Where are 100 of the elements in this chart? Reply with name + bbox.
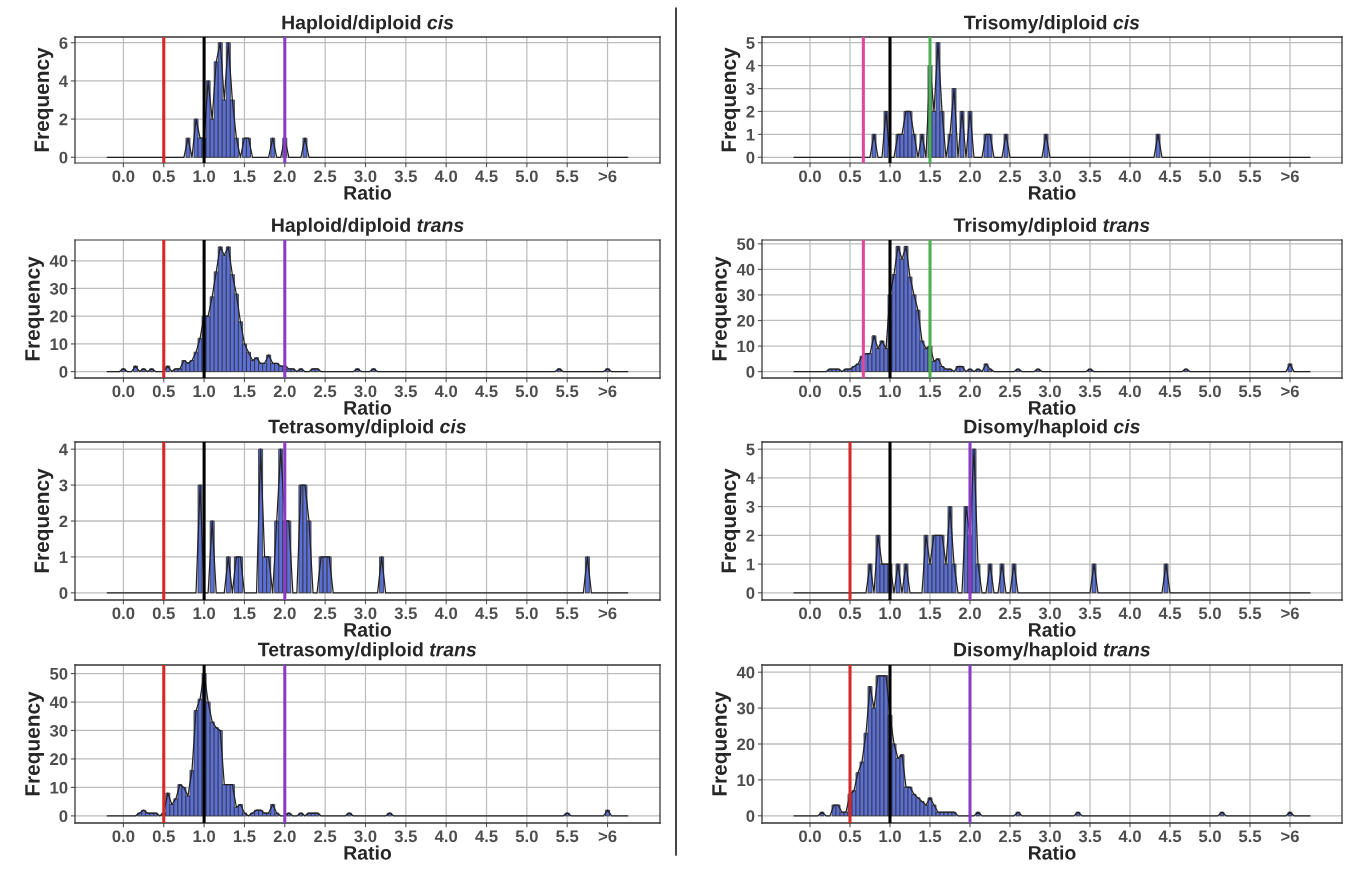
y-tick-label: 2 <box>59 113 68 126</box>
y-tick-label: 50 <box>50 667 68 680</box>
x-axis-title: Ratio <box>1029 622 1076 637</box>
x-tick-label: 0.5 <box>152 830 175 843</box>
chart-title: Disomy/haploid cis <box>964 419 1140 438</box>
x-tick-label: 5.5 <box>556 170 579 183</box>
x-tick-label: 5.5 <box>1238 830 1262 843</box>
y-tick-label: 5 <box>746 37 755 49</box>
x-tick-label: 2.5 <box>998 607 1022 620</box>
x-tick-label: 0.0 <box>799 170 821 183</box>
y-tick-label: 10 <box>50 781 68 794</box>
y-tick-label: 5 <box>746 443 755 456</box>
x-tick-label: >6 <box>1281 385 1299 398</box>
x-tick-label: 3.0 <box>354 830 377 843</box>
x-tick-label: 1.5 <box>919 385 942 398</box>
y-tick-label: 20 <box>737 314 755 327</box>
y-tick-label: 30 <box>736 702 755 715</box>
x-tick-label: 4.5 <box>475 170 498 183</box>
x-tick-label: 3.5 <box>394 607 417 620</box>
x-tick-label: 2.5 <box>998 170 1022 183</box>
x-tick-label: 0.5 <box>839 830 862 843</box>
x-tick-label: 2.5 <box>314 830 337 843</box>
x-tick-label: 2.0 <box>273 830 296 843</box>
x-tick-label: 5.0 <box>515 607 538 620</box>
y-tick-label: 3 <box>746 501 755 513</box>
y-axis-title: Frequency <box>25 691 44 796</box>
x-tick-label: 3.5 <box>1078 607 1102 620</box>
x-tick-label: 3.0 <box>354 170 377 183</box>
x-tick-label: 5.0 <box>515 830 538 843</box>
x-tick-label: 3.0 <box>354 385 377 398</box>
x-tick-label: 3.5 <box>1078 170 1102 183</box>
x-tick-label: 1.5 <box>919 607 942 620</box>
x-axis-title: Ratio <box>344 185 392 200</box>
x-tick-label: 1.0 <box>879 170 901 183</box>
x-tick-label: >6 <box>1281 830 1299 843</box>
x-tick-label: 2.5 <box>314 170 337 183</box>
y-axis-title: Frequency <box>34 47 54 152</box>
y-tick-label: 40 <box>49 696 68 709</box>
x-tick-label: 0.0 <box>112 607 135 620</box>
x-tick-label: 4.0 <box>1118 830 1141 843</box>
y-tick-label: 2 <box>746 529 755 542</box>
x-tick-label: 0.0 <box>799 830 821 843</box>
y-axis-title: Frequency <box>721 468 741 573</box>
y-tick-label: 50 <box>737 238 755 251</box>
x-tick-label: 1.0 <box>879 830 901 843</box>
x-tick-label: 4.5 <box>475 830 498 843</box>
x-tick-label: >6 <box>1281 170 1299 183</box>
y-tick-label: 30 <box>49 282 68 295</box>
x-tick-label: 5.5 <box>556 385 579 398</box>
y-tick-label: 10 <box>737 774 755 787</box>
y-tick-label: 3 <box>746 82 755 95</box>
y-tick-label: 0 <box>59 151 68 164</box>
x-tick-label: 3.5 <box>394 385 417 398</box>
x-tick-label: 0.0 <box>799 385 821 398</box>
x-tick-label: 1.0 <box>879 607 901 620</box>
x-axis-title: Ratio <box>344 400 392 415</box>
x-tick-label: 1.5 <box>919 830 942 843</box>
x-tick-label: 3.0 <box>354 607 377 620</box>
x-tick-label: 0.0 <box>799 607 821 620</box>
x-tick-label: 4.0 <box>1118 170 1141 183</box>
y-tick-label: 20 <box>737 738 755 751</box>
x-tick-label: 4.5 <box>1158 170 1182 183</box>
y-tick-label: 4 <box>59 443 68 456</box>
y-tick-label: 1 <box>59 551 68 563</box>
x-tick-label: 0.5 <box>152 385 175 398</box>
y-tick-label: 0 <box>59 810 68 823</box>
x-tick-label: 2.0 <box>273 385 296 398</box>
chart-title: Trisomy/diploid cis <box>964 15 1140 34</box>
x-tick-label: 1.0 <box>193 830 216 843</box>
y-tick-label: 0 <box>746 587 755 600</box>
x-tick-label: 4.5 <box>1158 607 1182 620</box>
y-tick-label: 4 <box>59 75 68 87</box>
x-tick-label: 1.5 <box>233 385 256 398</box>
x-tick-label: 5.0 <box>1198 830 1221 843</box>
x-tick-label: 2.0 <box>958 170 981 183</box>
y-tick-label: 30 <box>736 289 755 302</box>
chart-title: Disomy/haploid trans <box>954 642 1150 661</box>
x-tick-label: 5.5 <box>1238 170 1262 183</box>
x-tick-label: 3.0 <box>1038 830 1061 843</box>
y-axis-title: Frequency <box>721 47 741 152</box>
y-tick-label: 0 <box>746 151 755 164</box>
x-tick-label: 4.5 <box>475 607 498 620</box>
x-tick-label: 3.5 <box>1078 830 1102 843</box>
x-tick-label: 2.0 <box>958 830 981 843</box>
x-axis-title: Ratio <box>344 622 392 637</box>
x-tick-label: 2.5 <box>314 385 337 398</box>
x-tick-label: 3.5 <box>394 830 417 843</box>
x-tick-label: 4.0 <box>434 170 458 183</box>
y-tick-label: 30 <box>49 724 68 737</box>
x-tick-label: 5.5 <box>556 830 579 843</box>
x-tick-label: >6 <box>598 830 617 843</box>
x-tick-label: 0.5 <box>839 170 862 183</box>
x-tick-label: 2.0 <box>273 607 296 620</box>
x-tick-label: 0.5 <box>839 385 862 398</box>
x-tick-label: 5.5 <box>1238 385 1262 398</box>
x-tick-label: 1.0 <box>193 385 216 398</box>
x-tick-label: 2.0 <box>958 385 981 398</box>
y-tick-label: 3 <box>59 479 68 492</box>
y-axis-title: Frequency <box>34 468 54 573</box>
y-tick-label: 0 <box>746 810 755 823</box>
